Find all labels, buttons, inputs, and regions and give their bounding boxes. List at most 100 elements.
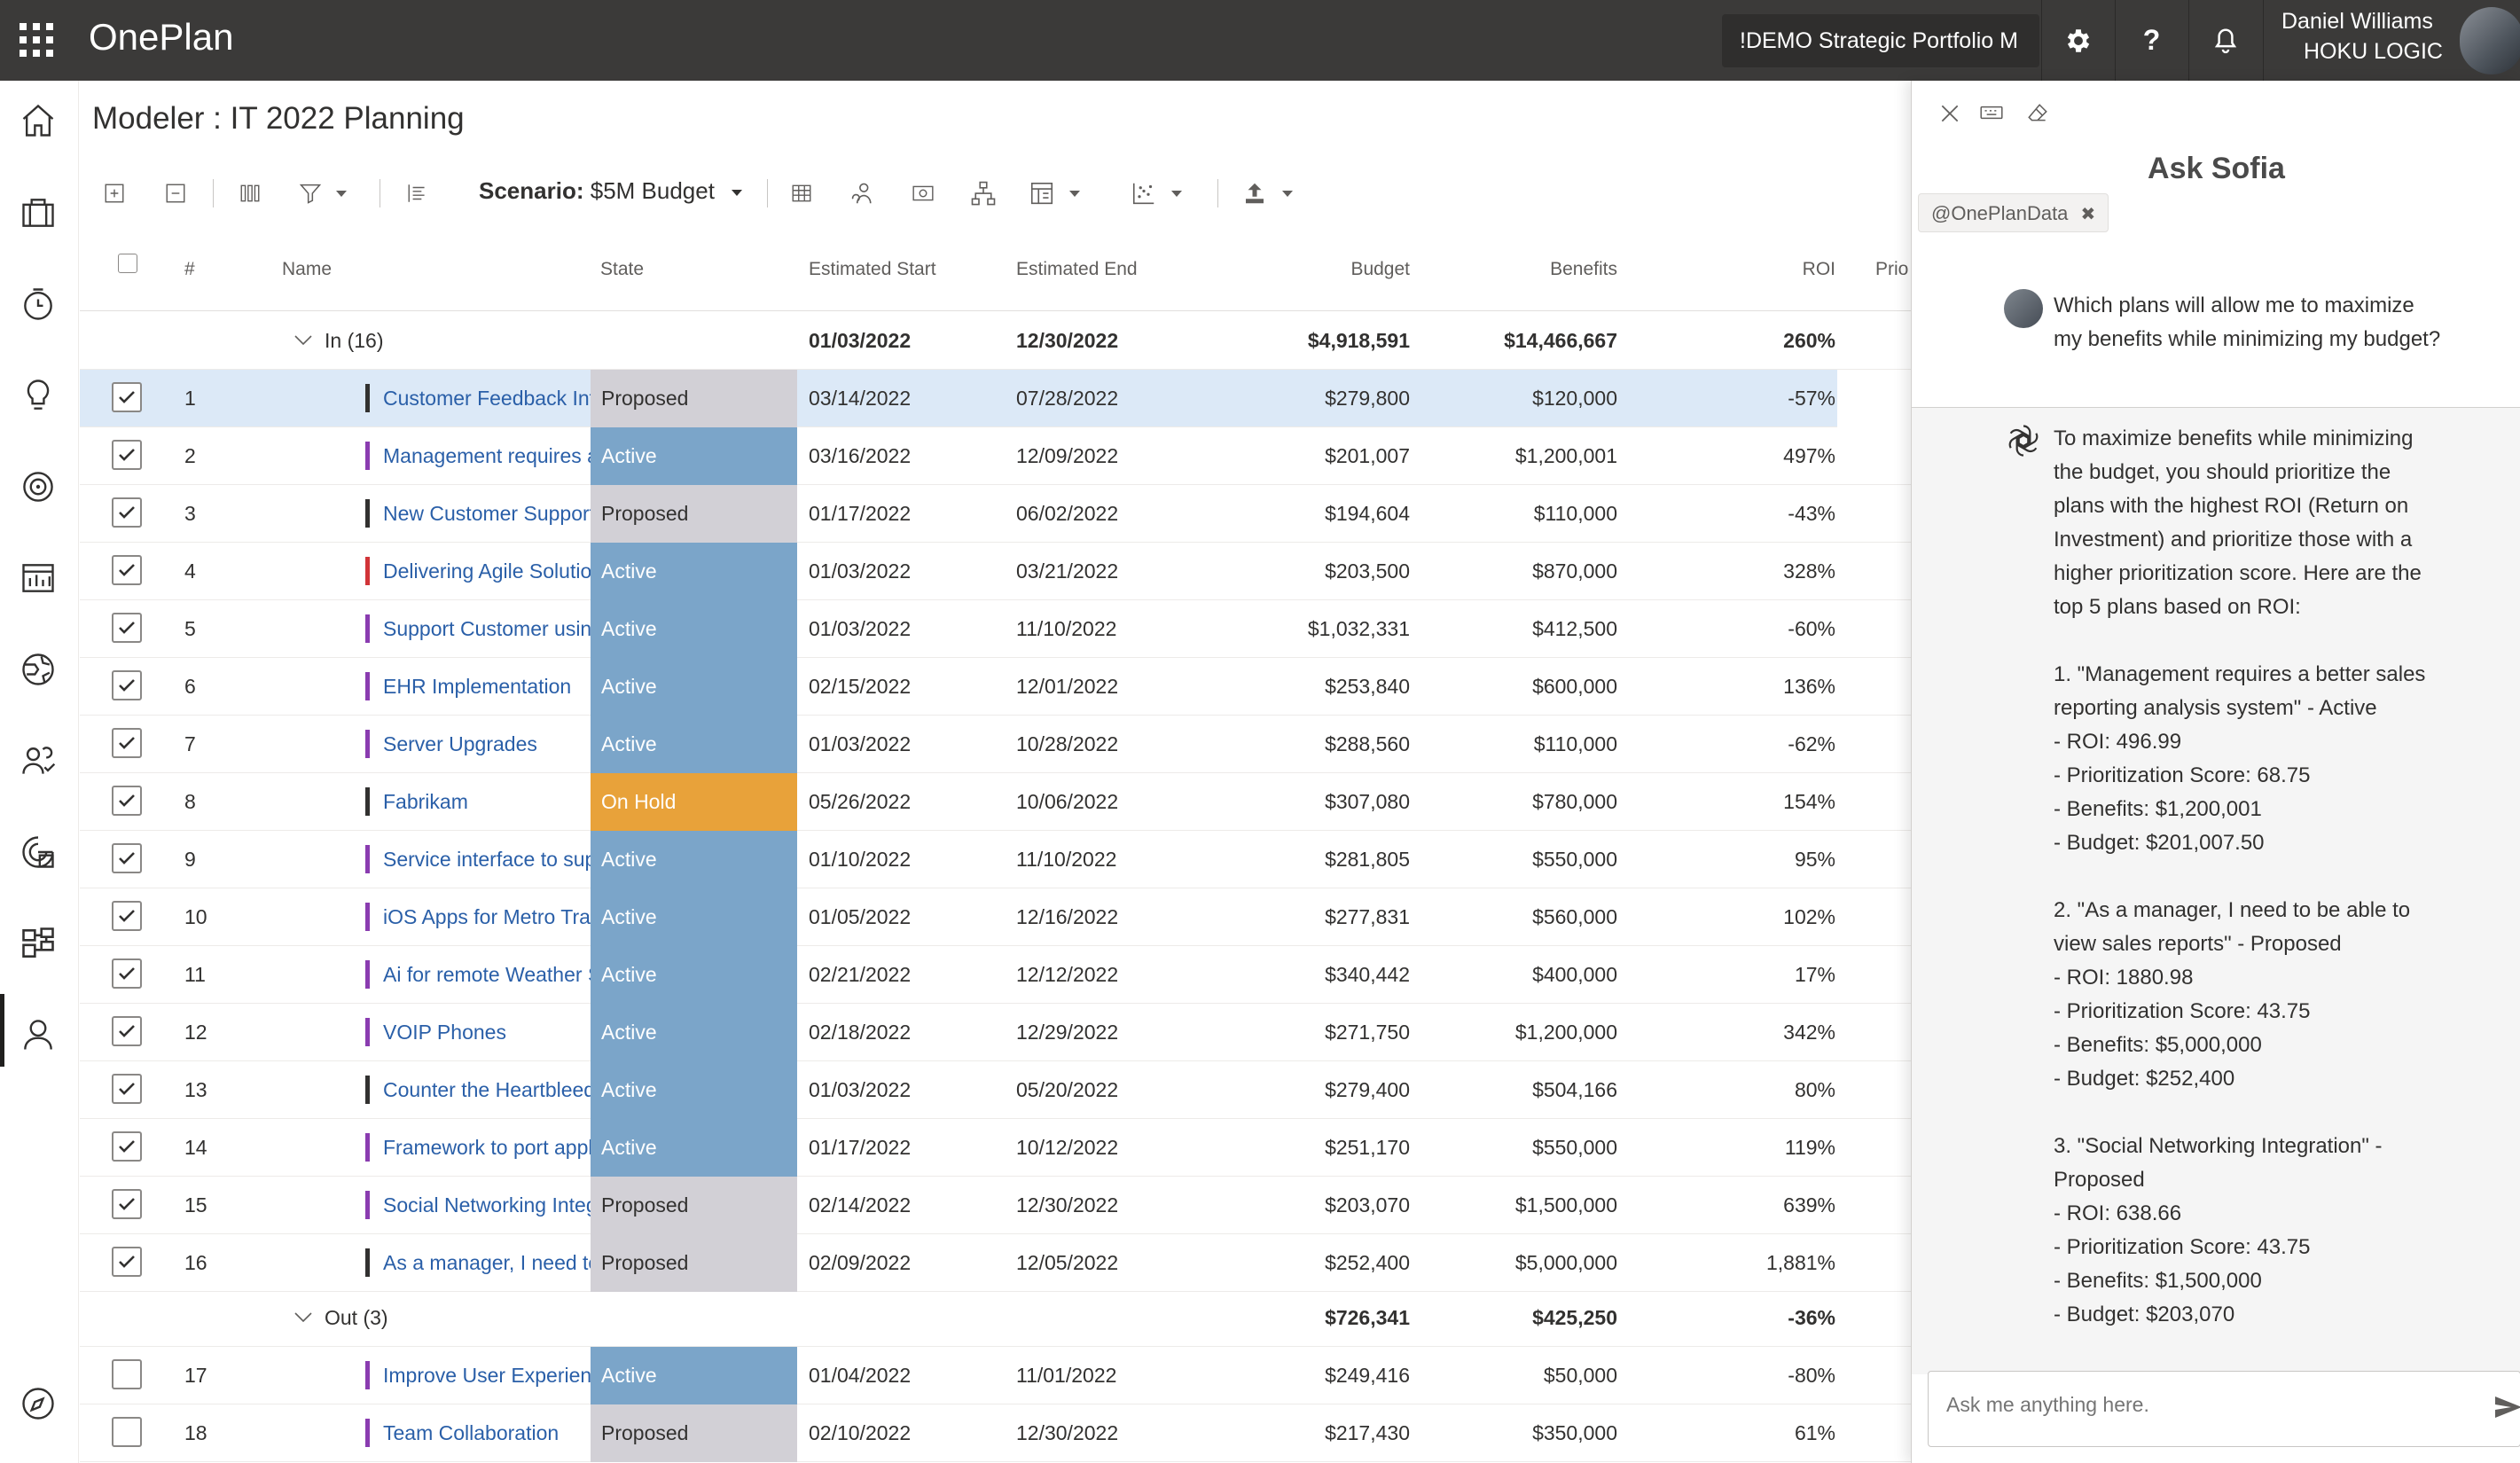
table-row[interactable]: 14 Framework to port applicationsActive 01… bbox=[80, 1119, 1911, 1177]
estimated-start-cell[interactable]: 01/03/2022 bbox=[809, 732, 912, 755]
roi-cell[interactable]: 639% bbox=[1783, 1193, 1835, 1217]
roi-cell[interactable]: 154% bbox=[1783, 790, 1835, 813]
project-name-link[interactable]: New Customer Support Portal bbox=[383, 502, 591, 525]
row-checkbox[interactable] bbox=[112, 901, 142, 931]
row-checkbox[interactable] bbox=[112, 1359, 142, 1389]
benefits-cell[interactable]: $550,000 bbox=[1532, 848, 1617, 871]
benefits-cell[interactable]: $560,000 bbox=[1532, 905, 1617, 928]
nav-portfolio[interactable] bbox=[16, 191, 60, 235]
estimated-start-cell[interactable]: 02/09/2022 bbox=[809, 1251, 912, 1274]
roi-cell[interactable]: -80% bbox=[1788, 1364, 1835, 1387]
nav-resources[interactable] bbox=[16, 739, 60, 783]
project-name-link[interactable]: Framework to port applications bbox=[383, 1136, 591, 1159]
expand-all-button[interactable] bbox=[103, 176, 126, 211]
estimated-start-cell[interactable]: 01/03/2022 bbox=[809, 1078, 912, 1101]
budget-button[interactable] bbox=[910, 176, 936, 211]
estimated-start-cell[interactable]: 01/03/2022 bbox=[809, 559, 912, 583]
nav-reports[interactable] bbox=[16, 556, 60, 600]
board-view-button[interactable] bbox=[1029, 176, 1084, 211]
budget-cell[interactable]: $253,840 bbox=[1325, 675, 1410, 698]
row-checkbox[interactable] bbox=[112, 843, 142, 873]
estimated-start-cell[interactable]: 02/14/2022 bbox=[809, 1193, 912, 1217]
column-header-roi[interactable]: ROI bbox=[1802, 259, 1835, 279]
app-launcher-icon[interactable] bbox=[18, 21, 55, 59]
benefits-cell[interactable]: $550,000 bbox=[1532, 1136, 1617, 1159]
estimated-end-cell[interactable]: 03/21/2022 bbox=[1016, 559, 1119, 583]
select-all-checkbox[interactable] bbox=[118, 254, 137, 273]
user-name[interactable]: Daniel Williams bbox=[2281, 9, 2433, 34]
table-row[interactable]: 4 Delivering Agile Solutions Active 01/03/2… bbox=[80, 543, 1911, 600]
roi-cell[interactable]: 342% bbox=[1783, 1021, 1835, 1044]
align-button[interactable] bbox=[406, 176, 429, 211]
row-checkbox[interactable] bbox=[112, 728, 142, 758]
estimated-end-cell[interactable]: 11/10/2022 bbox=[1016, 848, 1117, 871]
chevron-down-icon[interactable] bbox=[293, 332, 314, 349]
grid-view-button[interactable] bbox=[789, 176, 814, 211]
estimated-end-cell[interactable]: 12/29/2022 bbox=[1016, 1021, 1119, 1044]
budget-cell[interactable]: $217,430 bbox=[1325, 1421, 1410, 1444]
estimated-end-cell[interactable]: 11/10/2022 bbox=[1016, 617, 1117, 640]
collapse-all-button[interactable] bbox=[164, 176, 187, 211]
estimated-start-cell[interactable]: 02/15/2022 bbox=[809, 675, 912, 698]
row-checkbox[interactable] bbox=[112, 440, 142, 470]
table-row[interactable]: 13 Counter the Heartbleed BugActive 01/03/… bbox=[80, 1061, 1911, 1119]
estimated-start-cell[interactable]: 02/10/2022 bbox=[809, 1421, 912, 1444]
budget-cell[interactable]: $279,800 bbox=[1325, 387, 1410, 410]
state-cell[interactable]: Active bbox=[591, 888, 797, 946]
table-row[interactable]: 5 Support Customer using ChatActive 01/03/… bbox=[80, 600, 1911, 658]
row-checkbox[interactable] bbox=[112, 670, 142, 700]
ask-input-box[interactable] bbox=[1928, 1371, 2520, 1447]
nav-profile[interactable] bbox=[16, 1013, 60, 1057]
budget-cell[interactable]: $203,070 bbox=[1325, 1193, 1410, 1217]
budget-cell[interactable]: $277,831 bbox=[1325, 905, 1410, 928]
state-cell[interactable]: Active bbox=[591, 831, 797, 888]
table-row[interactable]: 15 Social Networking IntegrationProposed 0… bbox=[80, 1177, 1911, 1234]
notifications-button[interactable] bbox=[2188, 0, 2261, 81]
state-cell[interactable]: Active bbox=[591, 716, 797, 773]
hierarchy-button[interactable] bbox=[970, 176, 997, 211]
project-name-link[interactable]: Improve User Experience bbox=[383, 1364, 591, 1387]
roi-cell[interactable]: 497% bbox=[1783, 444, 1835, 467]
estimated-start-cell[interactable]: 01/03/2022 bbox=[809, 617, 912, 640]
roi-cell[interactable]: -43% bbox=[1788, 502, 1835, 525]
estimated-start-cell[interactable]: 01/04/2022 bbox=[809, 1364, 912, 1387]
column-header-priority[interactable]: Prio bbox=[1875, 259, 1909, 279]
project-name-link[interactable]: Social Networking Integration bbox=[383, 1193, 591, 1217]
project-name-link[interactable]: VOIP Phones bbox=[383, 1021, 506, 1044]
benefits-cell[interactable]: $110,000 bbox=[1533, 502, 1617, 525]
benefits-cell[interactable]: $780,000 bbox=[1532, 790, 1617, 813]
column-header-name[interactable]: Name bbox=[282, 259, 333, 279]
state-cell[interactable]: Active bbox=[591, 543, 797, 600]
benefits-cell[interactable]: $120,000 bbox=[1532, 387, 1617, 410]
row-checkbox[interactable] bbox=[112, 1016, 142, 1046]
row-checkbox[interactable] bbox=[112, 1131, 142, 1162]
benefits-cell[interactable]: $5,000,000 bbox=[1514, 1251, 1617, 1274]
state-cell[interactable]: Proposed bbox=[591, 485, 797, 543]
nav-explore[interactable] bbox=[16, 1381, 60, 1426]
roi-cell[interactable]: 80% bbox=[1794, 1078, 1835, 1101]
state-cell[interactable]: Active bbox=[591, 1004, 797, 1061]
estimated-end-cell[interactable]: 10/06/2022 bbox=[1016, 790, 1119, 813]
estimated-start-cell[interactable]: 01/17/2022 bbox=[809, 502, 912, 525]
estimated-start-cell[interactable]: 01/17/2022 bbox=[809, 1136, 912, 1159]
roi-cell[interactable]: 95% bbox=[1794, 848, 1835, 871]
estimated-end-cell[interactable]: 12/09/2022 bbox=[1016, 444, 1119, 467]
nav-global[interactable] bbox=[16, 647, 60, 692]
project-name-link[interactable]: iOS Apps for Metro Transit bbox=[383, 905, 591, 928]
estimated-end-cell[interactable]: 05/20/2022 bbox=[1016, 1078, 1119, 1101]
state-cell[interactable]: Active bbox=[591, 658, 797, 716]
state-cell[interactable]: Active bbox=[591, 600, 797, 658]
project-name-link[interactable]: Ai for remote Weather Stations bbox=[383, 963, 591, 986]
eraser-icon[interactable] bbox=[2025, 102, 2050, 125]
roi-cell[interactable]: -60% bbox=[1788, 617, 1835, 640]
estimated-start-cell[interactable]: 02/18/2022 bbox=[809, 1021, 912, 1044]
row-checkbox[interactable] bbox=[112, 382, 142, 412]
scenario-selector[interactable]: Scenario: $5M Budget bbox=[479, 177, 746, 205]
column-header-budget[interactable]: Budget bbox=[1350, 259, 1410, 279]
state-cell[interactable]: Proposed bbox=[591, 370, 797, 427]
roi-cell[interactable]: 136% bbox=[1783, 675, 1835, 698]
row-checkbox[interactable] bbox=[112, 958, 142, 989]
project-name-link[interactable]: Service interface to support bbox=[383, 848, 591, 871]
benefits-cell[interactable]: $504,166 bbox=[1532, 1078, 1617, 1101]
benefits-cell[interactable]: $600,000 bbox=[1532, 675, 1617, 698]
